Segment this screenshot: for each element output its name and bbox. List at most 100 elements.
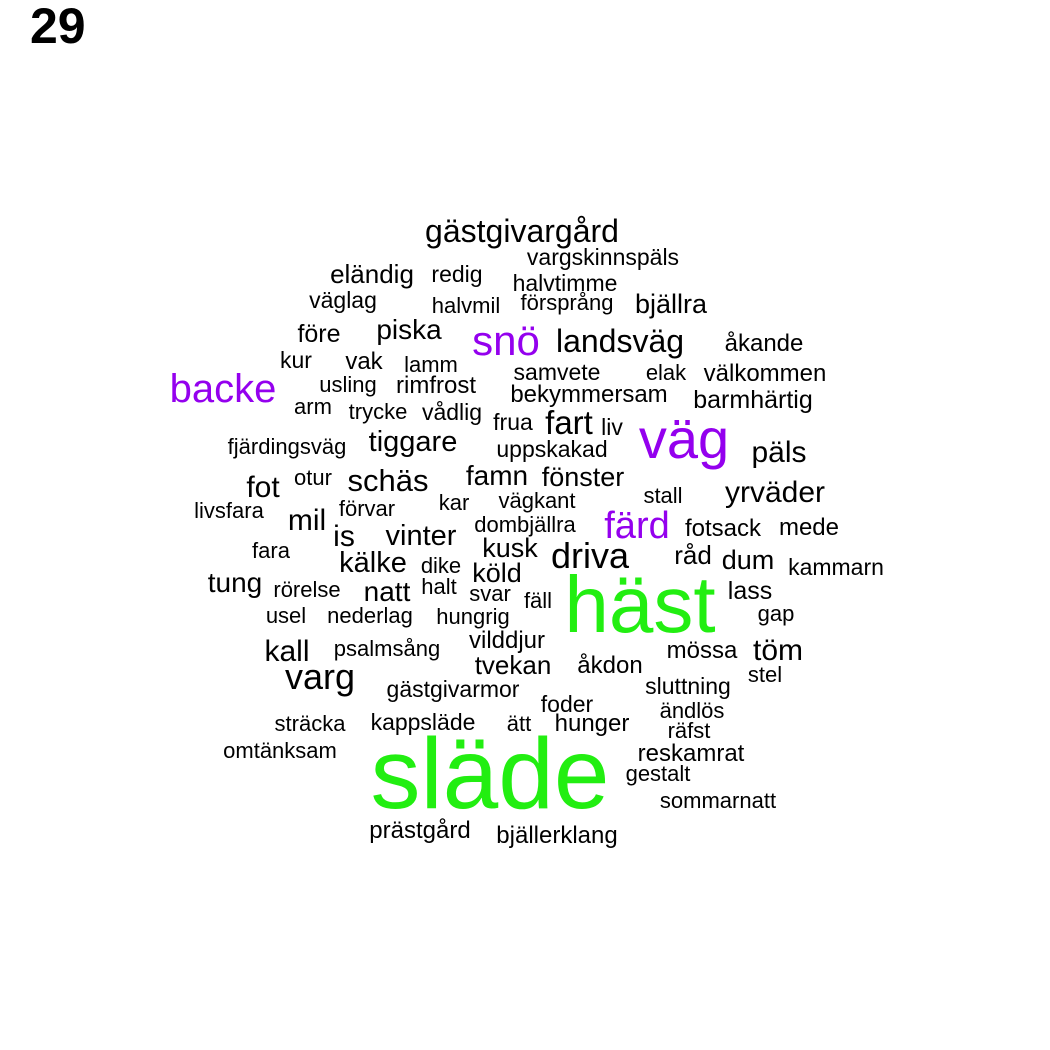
word-fall: fäll [524, 588, 552, 613]
word-slade: släde [370, 718, 609, 830]
word-rafst: räfst [668, 718, 711, 743]
word-samvete: samvete [514, 359, 601, 385]
word-varg: varg [285, 656, 355, 697]
word-vagkant: vägkant [498, 488, 575, 513]
word-vak: vak [345, 348, 383, 375]
word-vinter: vinter [386, 520, 457, 552]
word-bjallra: bjällra [635, 289, 708, 319]
word-kalke: kälke [339, 547, 407, 579]
word-dombjallra: dombjällra [474, 512, 576, 537]
word-fara: fara [252, 538, 291, 563]
word-livsfara: livsfara [194, 498, 264, 523]
word-tung: tung [208, 567, 263, 598]
word-vag: väg [639, 407, 729, 470]
word-rad: råd [674, 540, 712, 570]
word-fotsack: fotsack [685, 515, 762, 542]
word-usling: usling [319, 372, 376, 397]
word-trycke: trycke [349, 399, 408, 424]
word-kold: köld [472, 558, 522, 588]
word-bekymmersam: bekymmersam [510, 381, 667, 408]
word-kall: kall [264, 635, 309, 668]
word-redig: redig [431, 261, 482, 287]
word-valkommen: välkommen [704, 360, 827, 387]
word-piska: piska [376, 314, 442, 345]
word-att: ätt [507, 711, 531, 736]
word-reskamrat: reskamrat [638, 740, 745, 767]
word-omtanksam: omtänksam [223, 738, 337, 763]
word-mossa: mössa [667, 637, 738, 664]
word-mede: mede [779, 514, 839, 541]
word-halvmil: halvmil [432, 293, 500, 318]
word-halvtimme: halvtimme [513, 270, 618, 296]
word-fot: fot [246, 471, 280, 504]
word-driva: driva [551, 535, 630, 576]
page-number: 29 [30, 0, 86, 54]
word-dike: dike [421, 553, 461, 578]
word-nederlag: nederlag [327, 603, 413, 628]
word-pals: päls [751, 436, 806, 469]
word-gastgivargard: gästgivargård [425, 213, 619, 249]
word-bjallerklang: bjällerklang [496, 822, 617, 849]
word-vargskinnspals: vargskinnspäls [527, 244, 679, 270]
word-fore: före [297, 320, 340, 348]
word-arm: arm [294, 394, 332, 419]
word-uppskakad: uppskakad [496, 436, 607, 462]
word-prastgard: prästgård [369, 817, 470, 844]
word-schas: schäs [348, 463, 429, 498]
word-lass: lass [728, 577, 772, 605]
word-psalmsang: psalmsång [334, 636, 440, 661]
word-dum: dum [722, 545, 775, 575]
word-liv: liv [601, 414, 623, 440]
word-backe: backe [170, 367, 277, 411]
word-gastgivarmor: gästgivarmor [387, 676, 520, 702]
word-gestalt: gestalt [626, 761, 691, 786]
word-vadlig: vådlig [422, 399, 482, 425]
word-sno: snö [472, 317, 540, 364]
word-stel: stel [748, 662, 782, 687]
word-sommarnatt: sommarnatt [660, 788, 776, 813]
word-akande: åkande [725, 330, 804, 357]
word-hungrig: hungrig [436, 604, 509, 629]
word-fonster: fönster [542, 462, 625, 492]
word-landsvag: landsväg [556, 323, 684, 359]
word-halt: halt [421, 574, 456, 599]
word-rimfrost: rimfrost [396, 372, 476, 399]
word-kur: kur [280, 347, 312, 373]
word-famn: famn [466, 460, 528, 491]
word-usel: usel [266, 603, 306, 628]
word-lamm: lamm [404, 352, 458, 377]
word-yrvader: yrväder [725, 476, 825, 509]
word-tom: töm [753, 634, 803, 667]
word-tiggare: tiggare [369, 426, 458, 458]
word-foder: foder [541, 691, 594, 717]
word-fart: fart [545, 404, 593, 441]
word-kappslade: kappsläde [371, 709, 476, 735]
word-akdon: åkdon [577, 652, 642, 679]
word-gap: gap [758, 601, 795, 626]
word-vilddjur: vilddjur [469, 627, 545, 654]
word-stracka: sträcka [275, 711, 347, 736]
word-forvar: förvar [339, 496, 395, 521]
word-rorelse: rörelse [273, 577, 340, 602]
word-hunger: hunger [555, 710, 630, 737]
word-frua: frua [493, 409, 533, 435]
word-vaglag: väglag [309, 287, 377, 313]
word-kammarn: kammarn [788, 554, 884, 580]
word-natt: natt [364, 576, 411, 607]
word-is: is [333, 520, 355, 553]
word-kar: kar [439, 490, 470, 515]
word-stall: stall [643, 483, 682, 508]
word-elandig: eländig [330, 259, 414, 289]
word-fjardingsvag: fjärdingsväg [228, 434, 347, 459]
word-sluttning: sluttning [645, 673, 731, 699]
word-mil: mil [288, 504, 326, 537]
word-kusk: kusk [482, 533, 538, 563]
word-barmhartig: barmhärtig [693, 386, 813, 414]
word-svar: svar [469, 581, 511, 606]
word-elak: elak [646, 360, 687, 385]
word-tvekan: tvekan [475, 650, 552, 680]
word-forsprang: försprång [521, 290, 614, 315]
word-andlos: ändlös [660, 698, 725, 723]
word-otur: otur [294, 465, 332, 490]
